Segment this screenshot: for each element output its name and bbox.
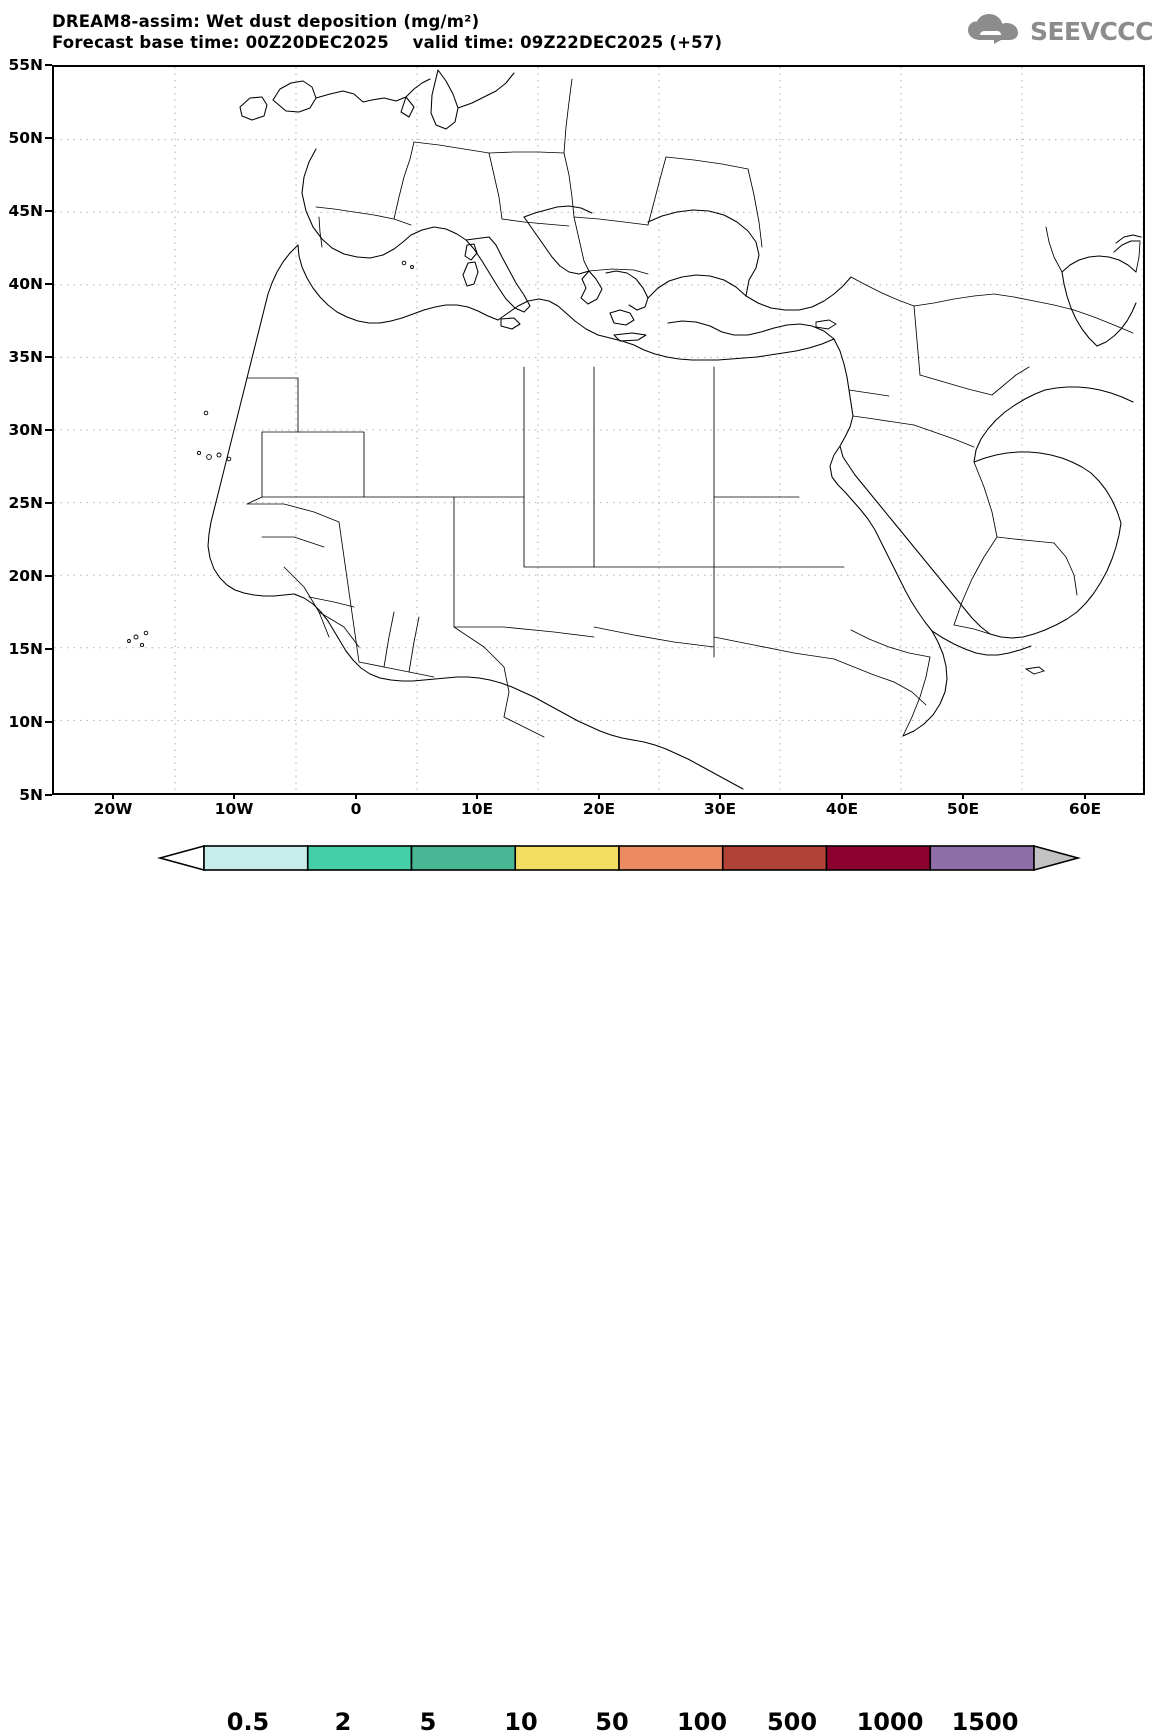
x-axis-label: 60E (1068, 800, 1102, 818)
y-axis-label: 15N (8, 640, 43, 658)
colorbar-tick-label: 500 (766, 1708, 818, 1736)
colorbar-tick-label: 0.5 (226, 1708, 270, 1736)
x-axis-label: 40E (825, 800, 859, 818)
map-country-borders (246, 78, 1141, 738)
colorbar-tick-label: 1000 (856, 1708, 924, 1736)
y-axis-tick (45, 721, 52, 723)
y-axis-tick (45, 283, 52, 285)
colorbar-tick-label: 5 (419, 1708, 437, 1736)
seevccc-logo: SEEVCCC (967, 14, 1154, 48)
colorbar-segment (825, 845, 932, 871)
colorbar-swatches (156, 844, 1082, 872)
x-axis-label: 10E (460, 800, 494, 818)
y-axis-label: 5N (19, 786, 43, 804)
colorbar-tick-label: 100 (676, 1708, 728, 1736)
gridlines (54, 67, 1143, 793)
x-axis-tick (598, 793, 600, 799)
colorbar-segment (410, 845, 517, 871)
y-axis-tick (45, 575, 52, 577)
y-axis-label: 45N (8, 202, 43, 220)
cloud-icon (967, 14, 1023, 48)
x-axis-label: 20E (582, 800, 616, 818)
colorbar-segment (514, 845, 620, 871)
x-axis-label: 10W (214, 800, 254, 818)
x-axis-tick (233, 793, 235, 799)
y-axis-tick (45, 502, 52, 504)
x-axis-label: 0 (350, 800, 362, 818)
colorbar-tick-label: 1500 (951, 1708, 1019, 1736)
x-axis-label: 30E (703, 800, 737, 818)
x-axis-label: 20W (93, 800, 133, 818)
colorbar-segment (203, 845, 309, 871)
colorbar-tick-label: 10 (504, 1708, 538, 1736)
y-axis-label: 25N (8, 494, 43, 512)
y-axis-label: 40N (8, 275, 43, 293)
y-axis-tick (45, 794, 52, 796)
y-axis-tick (45, 429, 52, 431)
x-axis-tick (719, 793, 721, 799)
header: DREAM8-assim: Wet dust deposition (mg/m²… (0, 0, 1165, 60)
map-coastlines (207, 69, 1142, 790)
x-axis-tick (476, 793, 478, 799)
y-axis-label: 20N (8, 567, 43, 585)
colorbar-segment (618, 845, 724, 871)
colorbar-under-arrow (156, 844, 205, 872)
map-plot-area (52, 65, 1145, 795)
forecast-time-subtitle: Forecast base time: 00Z20DEC2025 valid t… (52, 33, 723, 52)
y-axis-tick (45, 64, 52, 66)
logo-text: SEEVCCC (1029, 16, 1154, 46)
x-axis-tick (841, 793, 843, 799)
y-axis-tick (45, 210, 52, 212)
x-axis-label: 50E (946, 800, 980, 818)
x-axis-tick (1084, 793, 1086, 799)
x-axis-tick (112, 793, 114, 799)
map-islands (127, 260, 1045, 675)
y-axis-label: 55N (8, 56, 43, 74)
y-axis-tick (45, 137, 52, 139)
y-axis-label: 35N (8, 348, 43, 366)
colorbar-segment (721, 845, 828, 871)
colorbar-over-arrow (1033, 844, 1082, 872)
map-canvas (54, 67, 1143, 793)
y-axis-tick (45, 356, 52, 358)
colorbar-segment (929, 845, 1035, 871)
x-axis-tick (962, 793, 964, 799)
y-axis-label: 30N (8, 421, 43, 439)
page-title: DREAM8-assim: Wet dust deposition (mg/m²… (52, 12, 480, 31)
y-axis-tick (45, 648, 52, 650)
y-axis-label: 10N (8, 713, 43, 731)
colorbar-segment (306, 845, 413, 871)
colorbar-tick-label: 50 (595, 1708, 629, 1736)
x-axis-tick (355, 793, 357, 799)
y-axis-label: 50N (8, 129, 43, 147)
colorbar-tick-label: 2 (334, 1708, 352, 1736)
colorbar: 0.5 2 5 10 50 100 500 1000 1500 (0, 840, 1165, 1736)
